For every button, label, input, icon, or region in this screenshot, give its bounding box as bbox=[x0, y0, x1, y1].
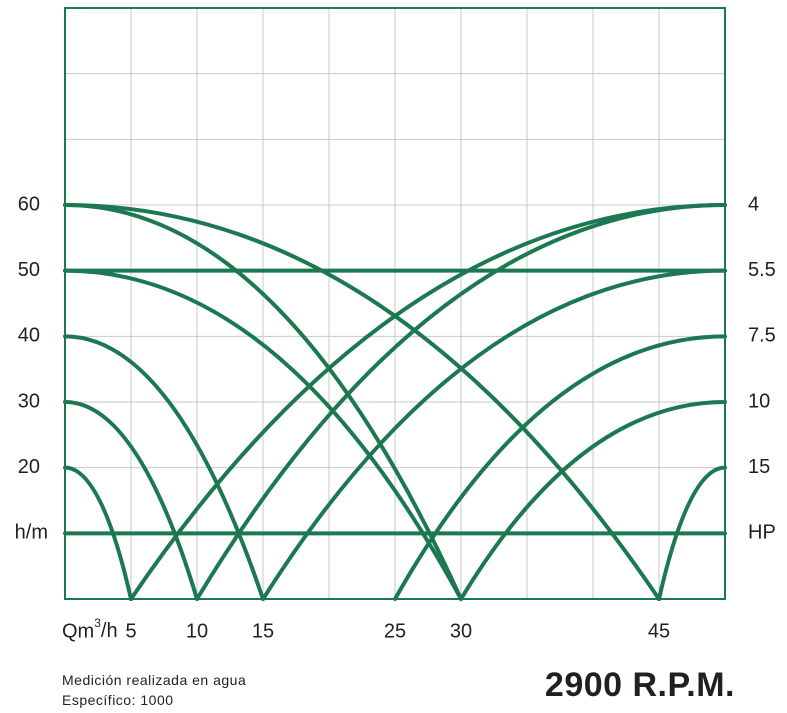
x-tick-label: 45 bbox=[648, 620, 670, 642]
performance-curve-4 bbox=[63, 400, 199, 601]
left-tick-label: 20 bbox=[18, 456, 40, 478]
performance-curve-6 bbox=[63, 268, 463, 601]
measurement-note: Medición realizada en agua bbox=[62, 672, 247, 688]
performance-curve-13 bbox=[459, 400, 727, 601]
performance-curve-12 bbox=[393, 334, 727, 601]
left-tick-label: 50 bbox=[18, 259, 40, 281]
x-unit-superscript: 3 bbox=[94, 616, 101, 630]
performance-curve-14 bbox=[657, 465, 727, 601]
x-unit-label: Qm3/h bbox=[62, 616, 118, 642]
axis-labels: 20 30 40 50 60 h/m 15 10 7.5 5.5 4 HP 5 10 15 25 30 45 Qm3… bbox=[15, 193, 776, 642]
performance-curve-11 bbox=[261, 268, 727, 601]
specific-gravity-note: Específico: 1000 bbox=[62, 692, 174, 708]
right-tick-label: 10 bbox=[748, 390, 770, 412]
x-unit-suffix: /h bbox=[101, 620, 118, 642]
x-tick-label: 10 bbox=[186, 620, 208, 642]
left-tick-label: 40 bbox=[18, 325, 40, 347]
x-tick-label: 5 bbox=[125, 620, 136, 642]
x-tick-label: 30 bbox=[450, 620, 472, 642]
right-unit-label: HP bbox=[748, 522, 776, 544]
left-unit-label: h/m bbox=[15, 522, 48, 544]
left-tick-label: 60 bbox=[18, 193, 40, 215]
right-tick-label: 5.5 bbox=[748, 259, 776, 281]
x-tick-label: 15 bbox=[252, 620, 274, 642]
performance-curve-8 bbox=[63, 203, 661, 601]
rpm-label: 2900 R.P.M. bbox=[544, 666, 735, 704]
right-tick-label: 15 bbox=[748, 456, 770, 478]
performance-curve-10 bbox=[195, 203, 727, 601]
plot-frame bbox=[64, 7, 726, 600]
left-tick-label: 30 bbox=[18, 390, 40, 412]
performance-curve-3 bbox=[63, 465, 133, 601]
curve-layer bbox=[63, 203, 727, 601]
right-tick-label: 4 bbox=[748, 193, 759, 215]
performance-curve-7 bbox=[63, 203, 463, 601]
right-tick-label: 7.5 bbox=[748, 325, 776, 347]
performance-curve-9 bbox=[129, 203, 727, 601]
x-tick-label: 25 bbox=[384, 620, 406, 642]
